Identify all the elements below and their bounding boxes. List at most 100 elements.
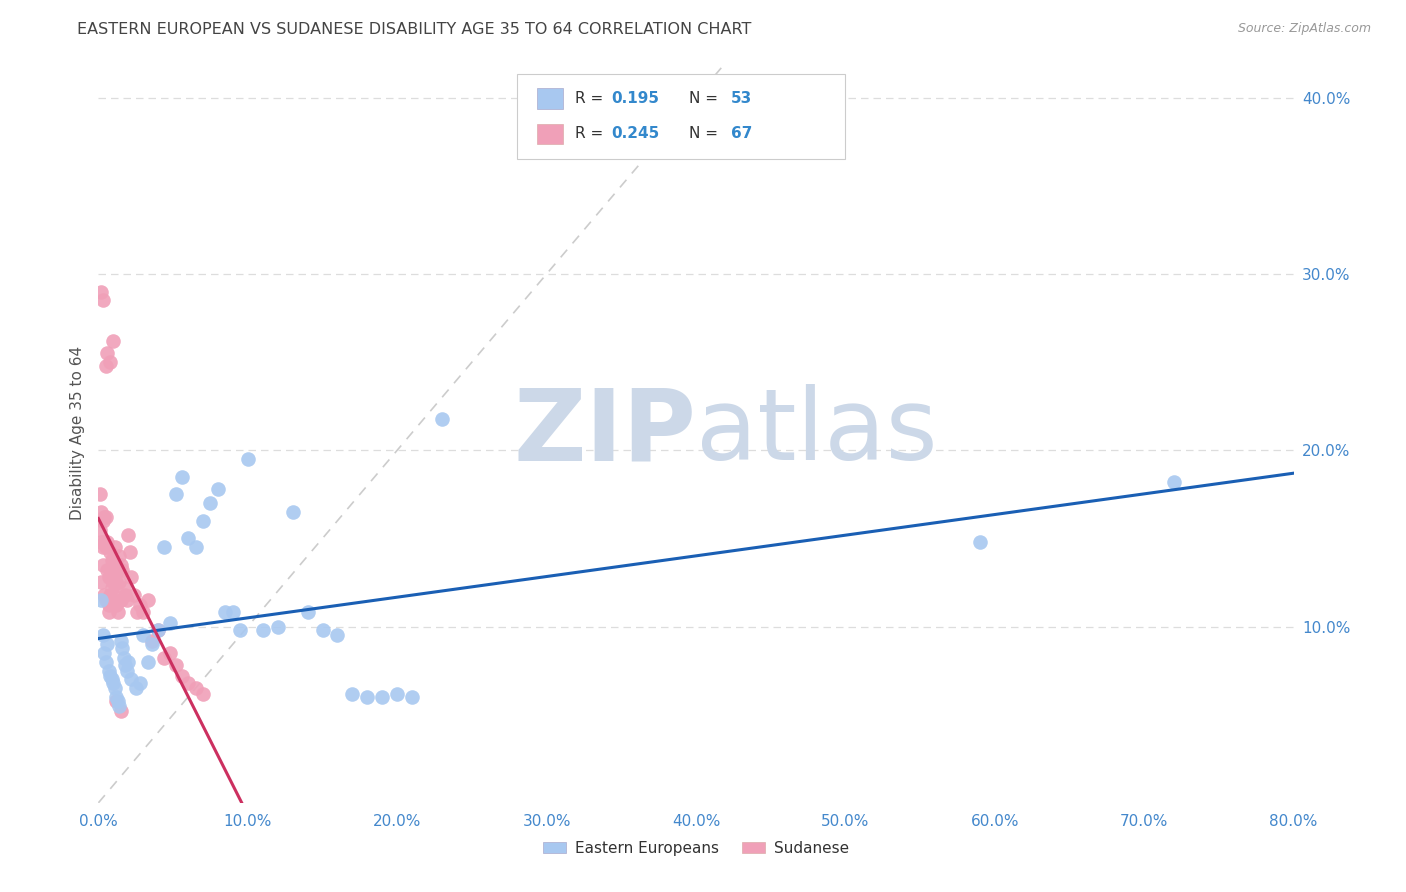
Point — [101, 673, 124, 687]
Point — [96, 346, 118, 360]
Point — [93, 535, 115, 549]
Point — [184, 540, 207, 554]
Point — [91, 514, 114, 528]
Point — [97, 570, 120, 584]
Point — [101, 552, 124, 566]
Point — [165, 487, 187, 501]
Point — [98, 588, 122, 602]
Point — [91, 293, 114, 308]
Point — [136, 655, 159, 669]
Point — [342, 686, 364, 700]
Point — [148, 623, 170, 637]
Point — [153, 651, 176, 665]
Point — [222, 606, 245, 620]
Point — [103, 588, 125, 602]
Point — [105, 575, 128, 590]
Point — [236, 452, 259, 467]
Point — [110, 633, 132, 648]
Point — [200, 496, 222, 510]
Point — [107, 606, 129, 620]
Point — [112, 651, 135, 665]
Point — [105, 599, 128, 613]
Point — [103, 334, 125, 348]
Point — [127, 606, 149, 620]
Text: Source: ZipAtlas.com: Source: ZipAtlas.com — [1237, 22, 1371, 36]
Text: R =: R = — [575, 91, 609, 106]
Point — [96, 637, 118, 651]
Point — [401, 690, 423, 704]
Point — [98, 570, 122, 584]
Point — [114, 588, 136, 602]
Point — [115, 593, 138, 607]
Point — [136, 593, 159, 607]
Point — [94, 359, 117, 373]
Text: 0.245: 0.245 — [612, 127, 659, 142]
Point — [132, 606, 155, 620]
Point — [90, 505, 112, 519]
Point — [91, 628, 114, 642]
Point — [96, 535, 118, 549]
Text: 67: 67 — [731, 127, 752, 142]
Point — [371, 690, 394, 704]
Point — [96, 593, 118, 607]
Point — [385, 686, 409, 700]
Point — [311, 623, 333, 637]
Text: atlas: atlas — [696, 384, 938, 481]
Point — [97, 606, 120, 620]
Point — [97, 599, 120, 613]
Point — [115, 664, 138, 678]
Point — [117, 528, 139, 542]
Point — [98, 669, 122, 683]
Point — [125, 681, 148, 696]
Point — [120, 673, 142, 687]
Point — [430, 411, 453, 425]
Point — [177, 676, 200, 690]
Point — [207, 482, 229, 496]
Point — [110, 593, 132, 607]
Text: N =: N = — [689, 91, 723, 106]
Point — [141, 633, 163, 648]
Point — [107, 693, 129, 707]
Text: ZIP: ZIP — [513, 384, 696, 481]
Point — [148, 623, 170, 637]
Point — [229, 623, 252, 637]
Point — [252, 623, 274, 637]
Point — [1163, 475, 1185, 489]
Point — [118, 545, 141, 559]
FancyBboxPatch shape — [517, 73, 845, 159]
Point — [969, 535, 991, 549]
Point — [94, 655, 117, 669]
Point — [124, 588, 146, 602]
Point — [177, 532, 200, 546]
Point — [108, 575, 131, 590]
Point — [214, 606, 236, 620]
Point — [159, 646, 181, 660]
Point — [105, 690, 128, 704]
Point — [90, 535, 112, 549]
Point — [132, 628, 155, 642]
Point — [93, 646, 115, 660]
Point — [93, 510, 115, 524]
Legend: Eastern Europeans, Sudanese: Eastern Europeans, Sudanese — [537, 835, 855, 862]
Point — [112, 581, 135, 595]
Point — [94, 510, 117, 524]
Point — [98, 355, 122, 369]
Point — [114, 658, 136, 673]
Point — [90, 285, 112, 299]
Point — [297, 606, 319, 620]
Point — [103, 575, 125, 590]
Point — [110, 558, 132, 572]
Point — [120, 570, 142, 584]
Point — [107, 563, 129, 577]
Point — [97, 664, 120, 678]
Point — [104, 540, 127, 554]
Point — [141, 637, 163, 651]
Point — [93, 588, 115, 602]
Point — [89, 523, 111, 537]
Point — [129, 676, 152, 690]
Bar — [537, 88, 564, 109]
Y-axis label: Disability Age 35 to 64: Disability Age 35 to 64 — [69, 345, 84, 520]
Point — [104, 563, 127, 577]
Point — [104, 681, 127, 696]
Point — [103, 676, 125, 690]
